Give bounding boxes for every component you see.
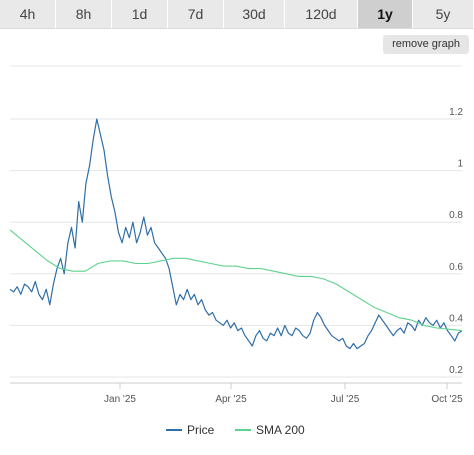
tab-120d[interactable]: 120d [285, 0, 358, 29]
series-lines [9, 118, 463, 350]
y-tick-label: 0.8 [449, 210, 463, 221]
tab-1y[interactable]: 1y [358, 0, 413, 29]
y-tick-label: 0.4 [449, 313, 463, 324]
y-axis: 0.2 0.4 0.6 0.8 1 1.2 [449, 107, 463, 376]
y-tick-label: 0.6 [449, 262, 463, 273]
x-tick-label: Apr '25 [215, 394, 247, 405]
tab-5y[interactable]: 5y [413, 0, 474, 29]
y-tick-label: 0.2 [449, 365, 463, 376]
x-tick-label: Jul '25 [331, 394, 360, 405]
tab-4h[interactable]: 4h [0, 0, 56, 29]
tab-1d[interactable]: 1d [112, 0, 168, 29]
x-tick-label: Jan '25 [104, 394, 136, 405]
tab-8h[interactable]: 8h [56, 0, 112, 29]
grid-lines [10, 65, 462, 378]
tab-7d[interactable]: 7d [168, 0, 224, 29]
remove-graph-button[interactable]: remove graph [383, 35, 469, 54]
series-line-price [9, 118, 463, 350]
y-tick-label: 1.2 [449, 107, 463, 118]
legend: Price SMA 200 [166, 423, 305, 437]
x-tick-label: Oct '25 [431, 394, 463, 405]
tab-30d[interactable]: 30d [224, 0, 285, 29]
legend-label[interactable]: Price [187, 423, 215, 437]
legend-label[interactable]: SMA 200 [256, 423, 305, 437]
range-tabs: 4h 8h 1d 7d 30d 120d 1y 5y [0, 0, 474, 30]
series-line-sma-200 [9, 229, 463, 332]
y-tick-label: 1 [457, 159, 463, 170]
x-axis: Jan '25 Apr '25 Jul '25 Oct '25 [10, 382, 463, 405]
